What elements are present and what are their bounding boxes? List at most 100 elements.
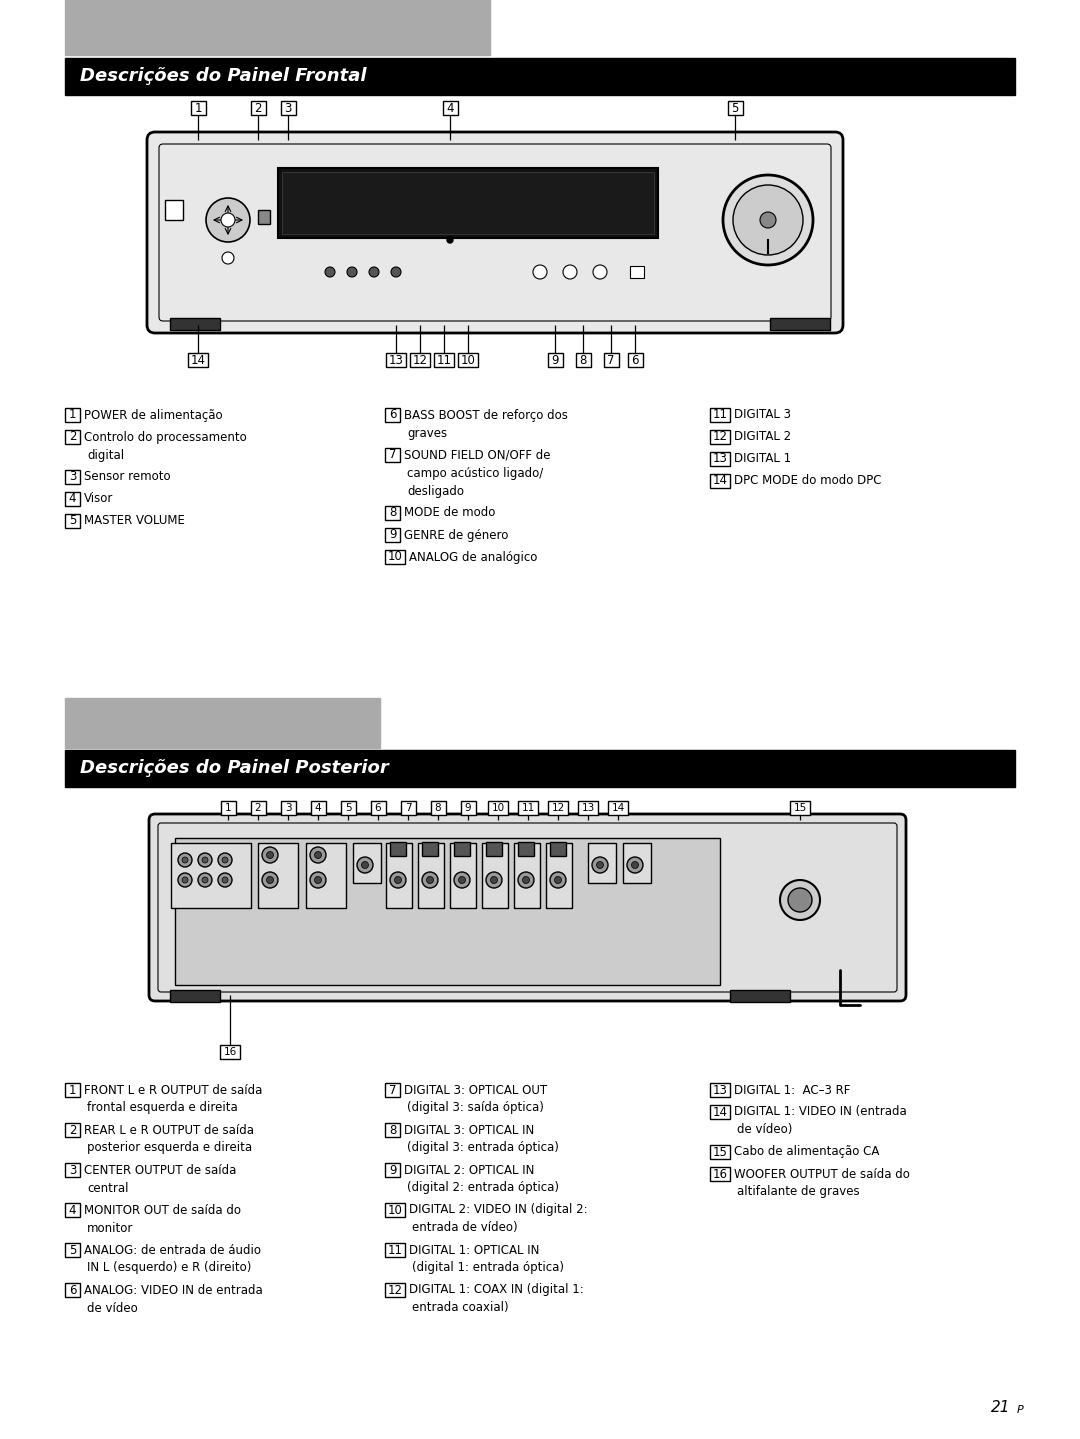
- Bar: [65, 0, 490, 55]
- Bar: [65, 514, 80, 528]
- Bar: [65, 409, 80, 422]
- Circle shape: [314, 852, 322, 859]
- Text: 16: 16: [713, 1167, 728, 1180]
- Text: 14: 14: [611, 803, 624, 813]
- Text: Controlo do processamento: Controlo do processamento: [84, 430, 246, 443]
- Text: Descrições do Painel Frontal: Descrições do Painel Frontal: [80, 68, 366, 85]
- Text: 12: 12: [552, 803, 565, 813]
- Text: central: central: [87, 1181, 129, 1194]
- Text: 7: 7: [607, 354, 615, 367]
- Bar: [170, 318, 220, 330]
- Text: digital: digital: [87, 449, 124, 462]
- Text: POWER de alimentação: POWER de alimentação: [84, 409, 222, 422]
- Bar: [710, 430, 730, 445]
- Bar: [431, 802, 446, 814]
- Bar: [518, 842, 534, 856]
- Bar: [728, 101, 743, 115]
- Text: ANALOG: VIDEO IN de entrada: ANALOG: VIDEO IN de entrada: [84, 1284, 262, 1297]
- Bar: [311, 802, 325, 814]
- Circle shape: [206, 199, 249, 242]
- Bar: [306, 843, 346, 908]
- Text: campo acústico ligado/: campo acústico ligado/: [407, 466, 543, 479]
- Text: 13: 13: [713, 1084, 728, 1097]
- Text: 5: 5: [69, 515, 77, 528]
- Bar: [630, 266, 644, 278]
- Bar: [384, 1122, 400, 1137]
- Bar: [514, 843, 540, 908]
- Text: BASS BOOST de reforço dos: BASS BOOST de reforço dos: [404, 409, 568, 422]
- Bar: [353, 843, 381, 884]
- Text: Descrições do Painel Posterior: Descrições do Painel Posterior: [80, 758, 389, 777]
- Text: 2: 2: [255, 803, 261, 813]
- Text: 3: 3: [284, 102, 292, 115]
- Bar: [384, 409, 400, 422]
- Text: (digital 2: entrada óptica): (digital 2: entrada óptica): [407, 1181, 559, 1194]
- Text: 11: 11: [522, 803, 535, 813]
- Text: MONITOR OUT de saída do: MONITOR OUT de saída do: [84, 1203, 241, 1216]
- Bar: [488, 802, 508, 814]
- Circle shape: [262, 872, 278, 888]
- Text: monitor: monitor: [87, 1222, 133, 1235]
- Text: (digital 3: entrada óptica): (digital 3: entrada óptica): [407, 1141, 558, 1154]
- Circle shape: [563, 265, 577, 279]
- Bar: [458, 353, 478, 367]
- Bar: [384, 550, 405, 564]
- Circle shape: [221, 213, 235, 227]
- Circle shape: [394, 876, 402, 884]
- Text: Sensor remoto: Sensor remoto: [84, 471, 171, 484]
- Text: MODE de modo: MODE de modo: [404, 507, 496, 519]
- Bar: [418, 843, 444, 908]
- Circle shape: [202, 858, 208, 863]
- Text: 14: 14: [190, 354, 205, 367]
- Bar: [627, 353, 643, 367]
- Text: 2: 2: [69, 1124, 77, 1137]
- Text: WOOFER OUTPUT de saída do: WOOFER OUTPUT de saída do: [734, 1167, 909, 1180]
- Circle shape: [178, 873, 192, 886]
- Text: entrada de vídeo): entrada de vídeo): [411, 1222, 517, 1235]
- Text: 10: 10: [491, 803, 504, 813]
- Text: 1: 1: [69, 1084, 77, 1097]
- Text: 10: 10: [388, 551, 403, 564]
- Text: DIGITAL 3: DIGITAL 3: [734, 409, 791, 422]
- Bar: [220, 1045, 240, 1059]
- Bar: [434, 353, 454, 367]
- Circle shape: [592, 858, 608, 873]
- Circle shape: [369, 268, 379, 276]
- FancyBboxPatch shape: [147, 132, 843, 332]
- Bar: [251, 101, 266, 115]
- Bar: [730, 990, 789, 1002]
- Circle shape: [550, 872, 566, 888]
- Bar: [384, 1203, 405, 1217]
- Bar: [220, 802, 235, 814]
- Bar: [188, 353, 208, 367]
- Bar: [278, 168, 658, 237]
- Text: frontal esquerda e direita: frontal esquerda e direita: [87, 1101, 238, 1114]
- Bar: [175, 837, 720, 986]
- Bar: [65, 1203, 80, 1217]
- Text: 7: 7: [389, 1084, 396, 1097]
- Text: ANALOG: de entrada de áudio: ANALOG: de entrada de áudio: [84, 1243, 261, 1256]
- Bar: [340, 802, 355, 814]
- Text: DIGITAL 2: VIDEO IN (digital 2:: DIGITAL 2: VIDEO IN (digital 2:: [409, 1203, 588, 1216]
- Bar: [623, 843, 651, 884]
- Bar: [65, 1122, 80, 1137]
- Bar: [450, 843, 476, 908]
- Text: 3: 3: [285, 803, 292, 813]
- Text: 15: 15: [794, 803, 807, 813]
- Bar: [190, 101, 205, 115]
- Circle shape: [362, 862, 368, 869]
- Text: 9: 9: [389, 1164, 396, 1177]
- Text: 14: 14: [713, 1105, 728, 1118]
- Bar: [604, 353, 619, 367]
- Bar: [165, 200, 183, 220]
- Circle shape: [632, 862, 638, 869]
- Circle shape: [490, 876, 498, 884]
- Text: 4: 4: [69, 492, 77, 505]
- Circle shape: [314, 876, 322, 884]
- Bar: [384, 1243, 405, 1258]
- Bar: [710, 473, 730, 488]
- Text: P: P: [1016, 1404, 1023, 1415]
- Circle shape: [262, 848, 278, 863]
- Circle shape: [267, 852, 273, 859]
- Text: 12: 12: [413, 354, 428, 367]
